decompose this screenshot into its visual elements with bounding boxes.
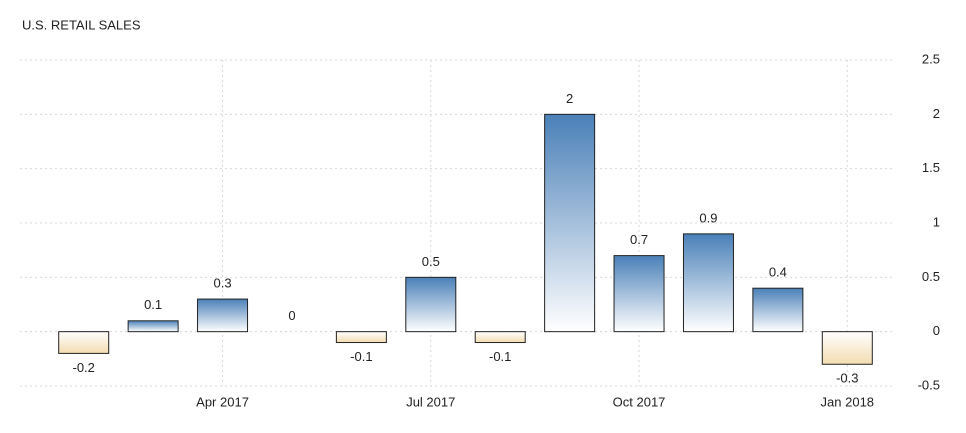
bar: [405, 276, 457, 333]
value-label: -0.1: [489, 349, 511, 364]
y-tick-label: 0.5: [922, 269, 940, 284]
bar: [821, 331, 873, 365]
x-tick-label: Jan 2018: [821, 394, 875, 409]
value-label: 0.7: [630, 232, 648, 247]
x-tick-label: Jul 2017: [406, 394, 455, 409]
bar: [58, 331, 110, 354]
y-tick-label: -0.5: [918, 377, 940, 392]
chart-title: U.S. RETAIL SALES: [22, 17, 141, 32]
bar: [682, 233, 734, 333]
bar: [127, 320, 179, 333]
y-tick-label: 2: [933, 106, 940, 121]
bar: [613, 255, 665, 333]
bar: [752, 287, 804, 333]
value-label: 2: [566, 91, 573, 106]
x-tick-label: Apr 2017: [196, 394, 249, 409]
y-tick-label: 1.5: [922, 160, 940, 175]
value-label: -0.1: [350, 349, 372, 364]
y-tick-label: 0: [933, 323, 940, 338]
bar: [197, 298, 249, 333]
bar: [544, 113, 596, 333]
value-label: 0.5: [422, 254, 440, 269]
x-tick-label: Oct 2017: [613, 394, 666, 409]
bar: [474, 331, 526, 344]
value-label: -0.3: [836, 371, 858, 386]
value-label: 0.9: [699, 210, 717, 225]
value-label: 0: [288, 308, 295, 323]
value-label: 0.4: [769, 265, 787, 280]
value-label: 0.1: [144, 297, 162, 312]
y-tick-label: 1: [933, 214, 940, 229]
bar: [335, 331, 387, 344]
y-tick-label: 2.5: [922, 51, 940, 66]
value-label: 0.3: [214, 276, 232, 291]
value-label: -0.2: [73, 360, 95, 375]
